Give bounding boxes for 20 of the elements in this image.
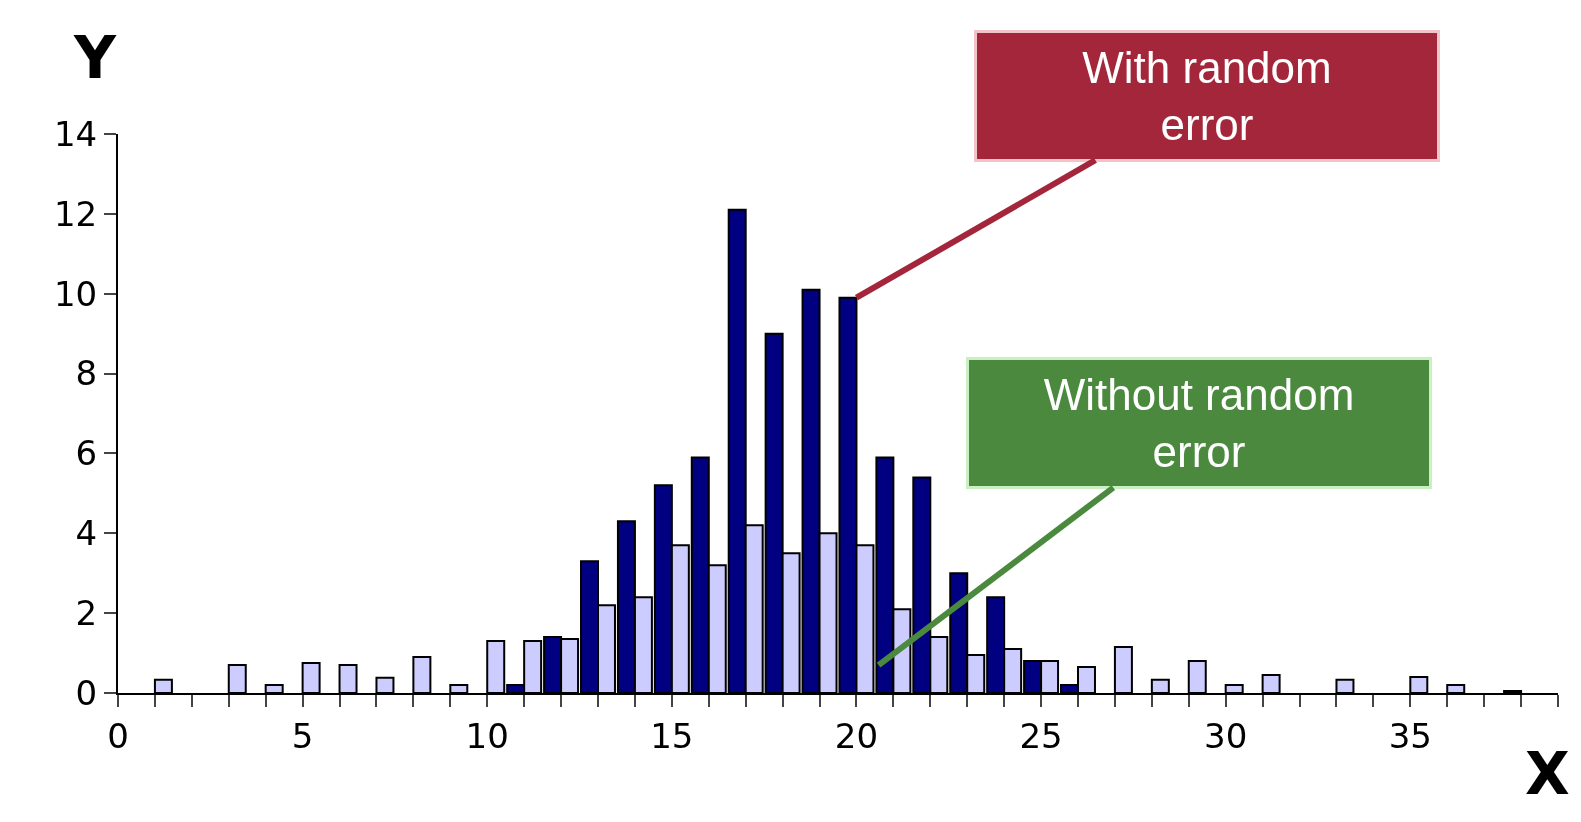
x-tick-label: 20 bbox=[834, 715, 879, 756]
y-axis-title: Y bbox=[73, 24, 117, 92]
y-tick-label: 4 bbox=[75, 513, 98, 554]
annotation: With random error bbox=[1082, 43, 1332, 150]
y-tick-label: 2 bbox=[75, 593, 98, 634]
x-tick-label: 15 bbox=[650, 715, 694, 756]
x-tick-label: 35 bbox=[1388, 715, 1432, 756]
y-tick-label: 0 bbox=[75, 672, 98, 713]
x-tick-label: 25 bbox=[1019, 715, 1063, 756]
y-tick-label: 10 bbox=[53, 273, 98, 314]
y-tick-label: 14 bbox=[53, 113, 98, 154]
annotation: Without random error bbox=[1043, 370, 1355, 477]
x-tick-label: 0 bbox=[107, 715, 129, 756]
x-tick-label: 10 bbox=[465, 715, 509, 756]
x-tick-label: 5 bbox=[291, 715, 314, 756]
x-axis-title: X bbox=[1525, 740, 1570, 808]
y-tick-label: 6 bbox=[75, 433, 98, 474]
y-tick-label: 8 bbox=[75, 353, 98, 394]
x-tick-label: 30 bbox=[1204, 715, 1248, 756]
y-tick-label: 12 bbox=[53, 193, 98, 234]
